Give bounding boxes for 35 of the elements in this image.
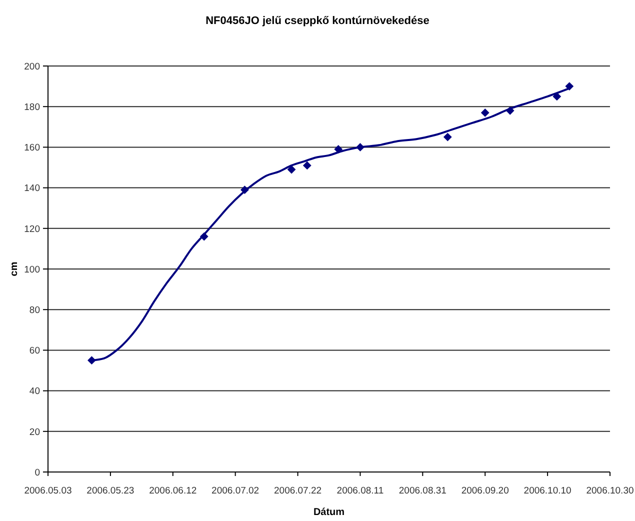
x-tick-label: 2006.09.20 xyxy=(461,486,509,497)
point xyxy=(200,232,208,241)
point xyxy=(240,186,249,194)
y-tick-label: 20 xyxy=(29,426,40,438)
point xyxy=(334,145,342,154)
x-tick-label: 2006.08.31 xyxy=(398,486,446,497)
x-tick-label: 2006.07.22 xyxy=(274,486,322,497)
x-tick-label: 2006.05.23 xyxy=(86,486,134,497)
y-tick-label: 160 xyxy=(24,142,40,154)
y-tick-label: 60 xyxy=(29,346,40,357)
point xyxy=(288,166,296,174)
point xyxy=(88,356,96,364)
x-tick-label: 2006.10.30 xyxy=(586,486,634,497)
x-tick-label: 2006.06.12 xyxy=(149,486,197,497)
y-axis-title: cm xyxy=(9,260,21,278)
x-tick-label: 2006.10.10 xyxy=(524,486,572,497)
x-tick-label: 2006.08.11 xyxy=(336,486,384,497)
x-tick-label: 2006.07.02 xyxy=(212,486,260,497)
y-tick-label: 80 xyxy=(29,304,40,316)
y-tick-label: 140 xyxy=(24,183,40,194)
x-tick-label: 2006.05.03 xyxy=(24,486,72,497)
y-tick-label: 0 xyxy=(34,467,40,478)
point xyxy=(356,143,364,152)
point xyxy=(506,106,514,115)
y-tick-label: 100 xyxy=(24,264,40,276)
point xyxy=(565,82,574,90)
point xyxy=(481,108,490,117)
y-tick-label: 40 xyxy=(29,386,40,398)
y-tick-label: 180 xyxy=(24,102,40,113)
chart-title: NF0456JO jelű cseppkő kontúrnövekedése xyxy=(204,15,430,27)
y-tick-label: 120 xyxy=(24,224,40,235)
x-axis-title: Dátum xyxy=(312,507,346,518)
point xyxy=(303,161,312,170)
y-tick-label: 200 xyxy=(24,61,40,72)
point xyxy=(444,133,452,142)
